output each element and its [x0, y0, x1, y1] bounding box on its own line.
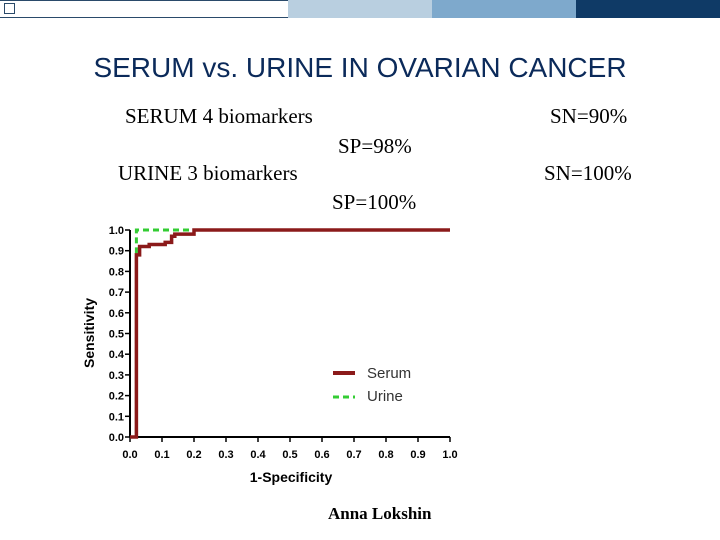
x-ticks: 0.0 0.1 0.2 0.3 0.4 0.5 0.6 0.7 0.8 0.9 1.0: [122, 437, 458, 461]
header-segment-dark: [576, 0, 720, 18]
y-tick-label: 0.5: [109, 329, 124, 341]
x-tick-label: 0.3: [218, 449, 233, 461]
x-tick-label: 0.2: [186, 449, 201, 461]
y-tick-label: 0.6: [109, 308, 124, 320]
serum-line: SERUM 4 biomarkers: [125, 104, 313, 128]
y-tick-label: 1.0: [109, 225, 124, 237]
header-segment-light: [288, 0, 432, 18]
slide-title: SERUM vs. URINE IN OVARIAN CANCER: [93, 52, 627, 83]
square-bullet-icon: [4, 3, 15, 14]
y-tick-label: 0.2: [109, 391, 124, 403]
x-tick-label: 0.8: [378, 449, 393, 461]
header-segment-white: [0, 0, 288, 18]
y-tick-label: 0.3: [109, 370, 124, 382]
x-tick-label: 0.5: [282, 449, 297, 461]
header-bar: [0, 0, 720, 18]
x-tick-label: 1.0: [442, 449, 457, 461]
series-serum-line: [130, 228, 450, 439]
legend-urine-label: Urine: [367, 388, 403, 405]
series-group: [130, 228, 450, 439]
urine-sn: SN=100%: [544, 161, 632, 185]
x-tick-label: 0.1: [154, 449, 169, 461]
x-axis-label: 1-Specificity: [250, 469, 333, 485]
legend-serum-label: Serum: [367, 365, 411, 382]
y-tick-label: 0.1: [109, 411, 124, 423]
x-tick-label: 0.9: [410, 449, 425, 461]
y-tick-label: 0.9: [109, 246, 124, 258]
y-tick-label: 0.0: [109, 432, 124, 444]
serum-sn: SN=90%: [550, 104, 628, 128]
y-axis-label: Sensitivity: [81, 298, 97, 368]
y-tick-label: 0.4: [109, 349, 125, 361]
y-ticks: 0.0 0.1 0.2 0.3 0.4 0.5 0.6 0.7 0.8 0.9 1.0: [109, 225, 130, 444]
x-tick-label: 0.7: [346, 449, 361, 461]
author-credit: Anna Lokshin: [328, 504, 432, 523]
x-tick-label: 0.0: [122, 449, 137, 461]
y-tick-label: 0.7: [109, 287, 124, 299]
chart-axes: [129, 230, 450, 438]
serum-sp: SP=98%: [338, 134, 412, 158]
x-tick-label: 0.4: [250, 449, 266, 461]
urine-sp: SP=100%: [332, 190, 417, 214]
header-segment-mid: [432, 0, 576, 18]
series-urine-line: [130, 228, 450, 439]
chart-legend: Serum Urine: [333, 365, 411, 405]
urine-line: URINE 3 biomarkers: [118, 161, 298, 185]
y-tick-label: 0.8: [109, 266, 124, 278]
x-tick-label: 0.6: [314, 449, 329, 461]
